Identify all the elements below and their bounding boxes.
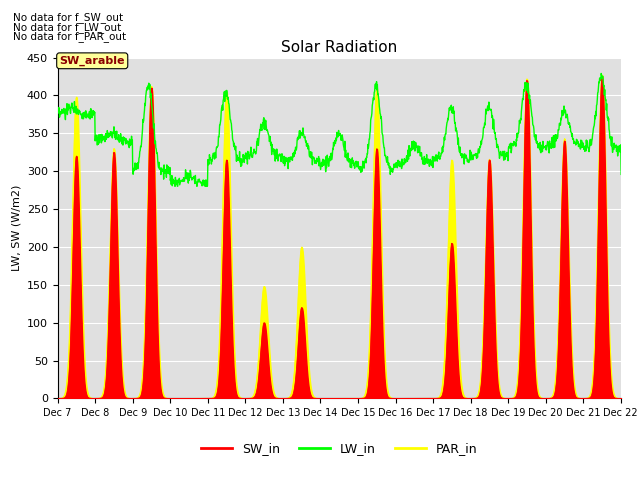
Text: No data for f_PAR_out: No data for f_PAR_out xyxy=(13,31,126,42)
Text: SW_arable: SW_arable xyxy=(60,56,125,66)
Text: No data for f_SW_out: No data for f_SW_out xyxy=(13,12,123,23)
Title: Solar Radiation: Solar Radiation xyxy=(281,40,397,55)
Legend: SW_in, LW_in, PAR_in: SW_in, LW_in, PAR_in xyxy=(196,437,483,460)
Text: No data for f_LW_out: No data for f_LW_out xyxy=(13,22,121,33)
Y-axis label: LW, SW (W/m2): LW, SW (W/m2) xyxy=(11,185,21,271)
